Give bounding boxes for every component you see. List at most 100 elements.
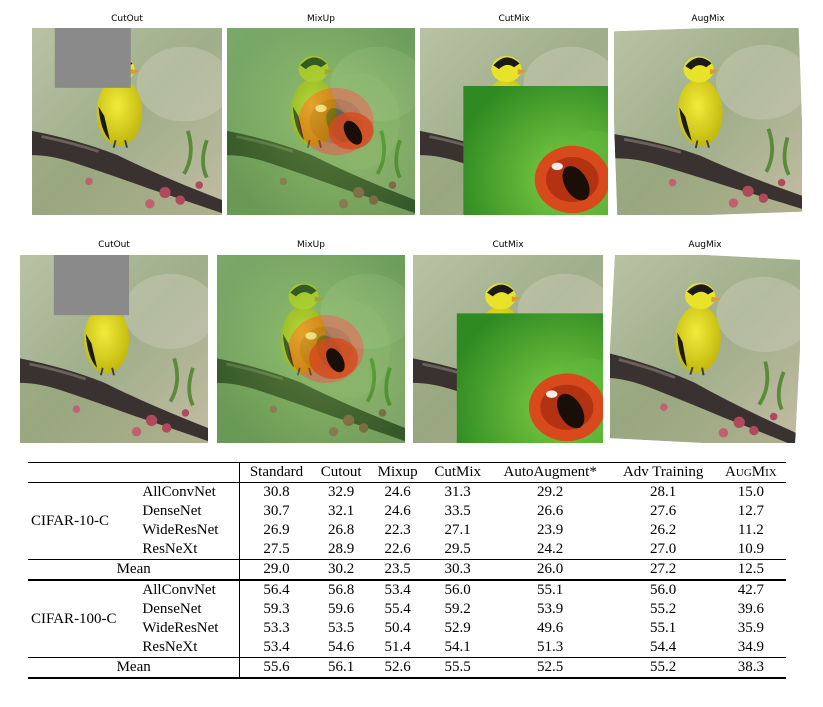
table-cell: 52.9	[444, 620, 471, 636]
table-row: WideResNet 26.9 26.8 22.3 27.1 23.9 26.2 11.2	[28, 521, 786, 540]
table-cell: 24.6	[384, 503, 411, 519]
table-cell: 12.7	[737, 503, 764, 519]
mixup-caption-2: MixUp	[297, 240, 325, 250]
model-name: ResNeXt	[142, 541, 198, 557]
mean-cell: 55.2	[610, 657, 716, 679]
table-cell: 24.6	[384, 484, 411, 500]
table-cell: 53.4	[369, 579, 426, 600]
cifar100-block: CIFAR-100-C AllConvNet 56.4 56.8 53.4 56.0 55.…	[28, 579, 786, 679]
table-cell: 53.4	[239, 638, 313, 658]
mean-cell: 52.6	[369, 657, 426, 679]
table-cell: 39.6	[737, 601, 764, 617]
table-cell: 33.5	[444, 503, 471, 519]
table-cell: 59.3	[239, 600, 313, 619]
augmix-image-2	[610, 255, 800, 443]
mean-row: Mean 55.6 56.1 52.6 55.5 52.5 55.2 38.3	[28, 657, 786, 679]
table-cell: 10.9	[737, 541, 764, 557]
table-cell: 27.5	[239, 540, 313, 560]
table-cell: 56.8	[312, 579, 370, 600]
model-name: WideResNet	[142, 522, 219, 538]
cutout-image	[32, 28, 222, 215]
header-autoaugment: AutoAugment*	[489, 462, 611, 483]
mean-cell: 30.3	[425, 559, 490, 580]
table-cell: 30.7	[239, 502, 313, 521]
model-name: DenseNet	[142, 503, 202, 519]
mean-cell: 29.0	[239, 559, 313, 580]
table-cell: 27.1	[444, 522, 471, 538]
cutmix-image	[420, 28, 608, 215]
table-cell: 54.6	[328, 639, 355, 655]
mixup-image	[227, 28, 415, 215]
table-cell: 22.3	[384, 522, 411, 538]
table-header-row: Standard Cutout Mixup CutMix AutoAugment…	[28, 462, 786, 483]
table-cell: 27.6	[650, 503, 677, 519]
table-cell: 32.1	[328, 503, 355, 519]
table-cell: 15.0	[737, 484, 764, 500]
cutmix-caption-2: CutMix	[492, 240, 524, 250]
table-cell: 26.6	[537, 503, 564, 519]
table-cell: 31.3	[444, 484, 471, 500]
table-cell: 54.1	[444, 639, 471, 655]
table-cell: 55.4	[384, 601, 411, 617]
cutout-caption-2: CutOut	[98, 240, 130, 250]
mean-cell: 55.5	[425, 657, 490, 679]
augmix-caption-2: AugMix	[688, 240, 722, 250]
cutmix-image-2	[413, 255, 603, 443]
table-cell: 51.4	[384, 639, 411, 655]
table-cell: 54.4	[650, 639, 677, 655]
blank-header-model	[139, 462, 240, 483]
table-cell: 32.9	[328, 484, 355, 500]
table-cell: 28.9	[328, 541, 355, 557]
results-table: Standard Cutout Mixup CutMix AutoAugment…	[28, 462, 786, 679]
mean-cell: 56.1	[312, 657, 370, 679]
table-cell: 55.2	[650, 601, 677, 617]
augmix-caption: AugMix	[691, 14, 725, 24]
table-row: ResNeXt 53.4 54.6 51.4 54.1 51.3 54.4 34.9	[28, 638, 786, 658]
table-cell: 51.3	[537, 639, 564, 655]
table-cell: 11.2	[738, 522, 764, 538]
mean-cell: 23.5	[369, 559, 426, 580]
model-name: ResNeXt	[142, 639, 198, 655]
mixup-caption: MixUp	[307, 14, 335, 24]
mean-cell: 38.3	[715, 657, 786, 679]
augmix-image	[614, 28, 802, 215]
model-name: WideResNet	[142, 620, 219, 636]
table-cell: 22.6	[384, 541, 411, 557]
table-cell: 23.9	[537, 522, 564, 538]
table-row: ResNeXt 27.5 28.9 22.6 29.5 24.2 27.0 10.9	[28, 540, 786, 560]
cutout-image-2	[20, 255, 208, 443]
table-cell: 29.2	[537, 484, 564, 500]
table-cell: 29.5	[444, 541, 471, 557]
header-mixup: Mixup	[369, 462, 426, 483]
table-cell: 42.7	[715, 579, 786, 600]
table-row: CIFAR-10-C AllConvNet 30.8 32.9 24.6 31.3 29.2…	[28, 482, 786, 529]
table-cell: 53.5	[328, 620, 355, 636]
mean-cell: 55.6	[239, 657, 313, 679]
table-cell: 34.9	[737, 639, 764, 655]
table-cell: 35.9	[737, 620, 764, 636]
table-cell: 30.8	[239, 482, 313, 502]
table-cell: 27.0	[650, 541, 677, 557]
table-cell: 24.2	[537, 541, 564, 557]
table-row: DenseNet 30.7 32.1 24.6 33.5 26.6 27.6 12.7	[28, 502, 786, 521]
header-augmix: AugMix	[715, 462, 786, 483]
table-row: CIFAR-100-C AllConvNet 56.4 56.8 53.4 56.0 55.…	[28, 579, 786, 658]
table-cell: 26.2	[650, 522, 677, 538]
table-cell: 28.1	[650, 484, 677, 500]
model-name: DenseNet	[142, 601, 202, 617]
table-cell: 53.3	[239, 619, 313, 638]
dataset-name: CIFAR-10-C	[31, 512, 110, 529]
table-cell: 59.6	[328, 601, 355, 617]
table-cell: 56.0	[610, 579, 716, 600]
mean-label: Mean	[28, 559, 240, 580]
table-cell: 53.9	[537, 601, 564, 617]
table-cell: 56.0	[425, 579, 490, 600]
header-cutout: Cutout	[312, 462, 370, 483]
cifar10-block: CIFAR-10-C AllConvNet 30.8 32.9 24.6 31.3 29.2…	[28, 482, 786, 580]
model-name: AllConvNet	[142, 484, 216, 500]
cutout-caption: CutOut	[111, 14, 143, 24]
table-cell: 26.9	[239, 521, 313, 540]
table-row: DenseNet 59.3 59.6 55.4 59.2 53.9 55.2 39.6	[28, 600, 786, 619]
mean-row: Mean 29.0 30.2 23.5 30.3 26.0 27.2 12.5	[28, 559, 786, 580]
table-cell: 50.4	[384, 620, 411, 636]
